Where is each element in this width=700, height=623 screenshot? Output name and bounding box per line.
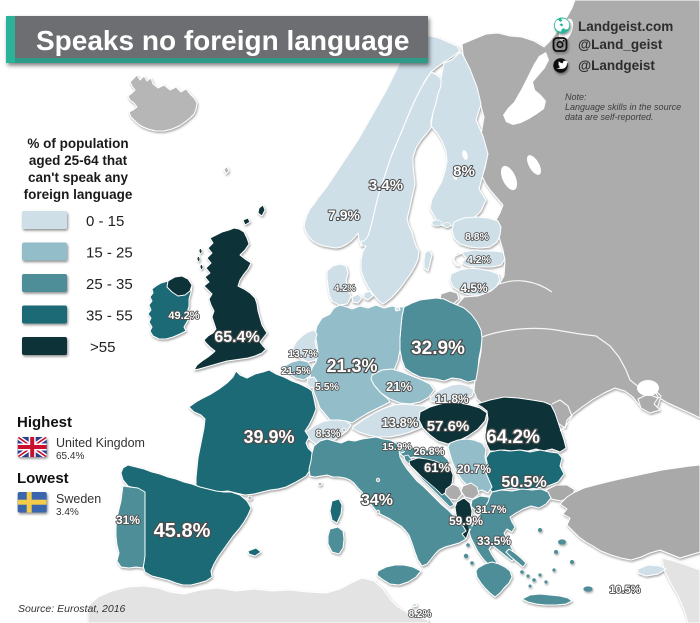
svg-text:foreign language: foreign language (24, 187, 133, 202)
svg-text:0 - 15: 0 - 15 (86, 213, 124, 230)
svg-text:33.5%: 33.5% (477, 534, 511, 548)
svg-text:32.9%: 32.9% (411, 338, 465, 359)
svg-text:aged 25-64 that: aged 25-64 that (29, 153, 128, 168)
svg-text:Landgeist.com: Landgeist.com (578, 19, 673, 34)
svg-text:3.4%: 3.4% (56, 507, 79, 518)
svg-text:10.5%: 10.5% (609, 584, 640, 596)
svg-text:data are self-reported.: data are self-reported. (565, 112, 654, 122)
svg-text:@Landgeist: @Landgeist (578, 58, 655, 73)
svg-text:% of population: % of population (27, 136, 128, 151)
svg-text:Speaks no foreign language: Speaks no foreign language (36, 25, 409, 56)
svg-text:8%: 8% (453, 163, 475, 180)
svg-text:25 - 35: 25 - 35 (86, 276, 133, 293)
svg-text:13.8%: 13.8% (382, 415, 419, 430)
svg-text:49.2%: 49.2% (168, 310, 199, 322)
svg-text:>55: >55 (90, 339, 115, 356)
svg-text:21.5%: 21.5% (281, 365, 311, 377)
svg-text:8.3%: 8.3% (315, 428, 340, 440)
svg-text:61%: 61% (424, 460, 450, 475)
svg-text:65.4%: 65.4% (214, 329, 259, 346)
svg-text:Source: Eurostat, 2016: Source: Eurostat, 2016 (18, 603, 126, 615)
svg-text:20.7%: 20.7% (457, 462, 491, 476)
svg-text:Note:: Note: (565, 92, 587, 102)
svg-text:15.9%: 15.9% (382, 441, 412, 453)
svg-text:26.8%: 26.8% (413, 446, 444, 458)
svg-text:4.5%: 4.5% (460, 281, 488, 295)
svg-text:@Land_geist: @Land_geist (578, 37, 663, 52)
svg-text:Highest: Highest (17, 414, 72, 431)
svg-text:31.7%: 31.7% (475, 504, 506, 516)
svg-text:35 - 55: 35 - 55 (86, 308, 133, 325)
svg-text:8.2%: 8.2% (409, 609, 432, 620)
svg-text:39.9%: 39.9% (243, 427, 294, 447)
svg-text:Language skills in the source: Language skills in the source (565, 102, 681, 112)
svg-text:Sweden: Sweden (56, 492, 101, 506)
svg-text:50.5%: 50.5% (501, 474, 546, 491)
svg-text:31%: 31% (116, 513, 140, 527)
svg-text:64.2%: 64.2% (486, 427, 540, 448)
svg-text:21%: 21% (386, 379, 412, 394)
svg-text:4.2%: 4.2% (334, 283, 356, 294)
svg-text:4.2%: 4.2% (467, 254, 492, 266)
svg-text:Lowest: Lowest (17, 470, 69, 487)
svg-text:United Kingdom: United Kingdom (56, 436, 145, 450)
svg-text:15 - 25: 15 - 25 (86, 245, 133, 262)
svg-text:3.4%: 3.4% (369, 177, 403, 194)
svg-text:59.9%: 59.9% (449, 514, 483, 528)
svg-text:7.9%: 7.9% (328, 207, 360, 223)
svg-text:can't speak any: can't speak any (28, 170, 129, 185)
svg-text:45.8%: 45.8% (154, 520, 211, 542)
svg-text:65.4%: 65.4% (56, 451, 84, 462)
svg-text:34%: 34% (361, 492, 393, 509)
svg-text:13.7%: 13.7% (288, 348, 318, 360)
svg-text:57.6%: 57.6% (427, 418, 470, 435)
svg-text:11.8%: 11.8% (435, 392, 469, 406)
svg-text:5.5%: 5.5% (315, 381, 340, 393)
svg-text:8.8%: 8.8% (465, 231, 490, 243)
svg-text:21.3%: 21.3% (326, 356, 377, 376)
